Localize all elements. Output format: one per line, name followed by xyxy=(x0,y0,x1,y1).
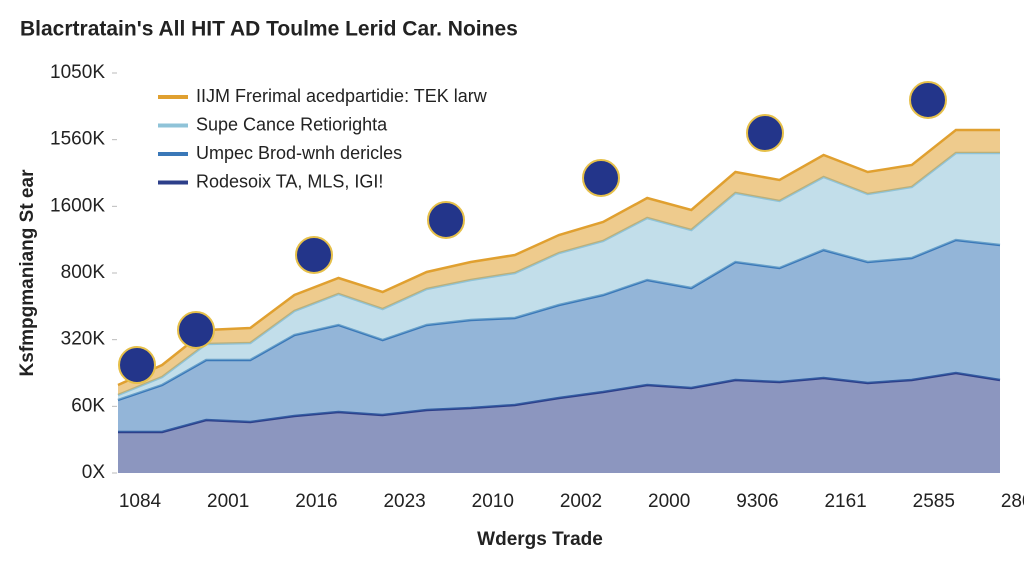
x-tick-label: 2010 xyxy=(472,491,514,512)
y-tick-label: 0X xyxy=(82,462,106,483)
y-tick-label: 1050K xyxy=(50,62,105,83)
area xyxy=(118,240,1000,432)
x-tick-label: 2806 xyxy=(1001,491,1024,512)
plot xyxy=(117,128,1001,473)
legend-label: Supe Cance Retiorighta xyxy=(196,114,388,134)
area xyxy=(118,373,1000,473)
y-tick-label: 320K xyxy=(61,329,106,350)
x-tick-label: 1084 xyxy=(119,491,162,512)
x-axis-label: Wdergs Trade xyxy=(477,529,603,550)
y-tick-label: 60K xyxy=(71,395,105,416)
area xyxy=(118,153,1000,400)
legend-label: Rodesoix TA, MLS, IGI! xyxy=(196,171,383,191)
y-axis-label: Ksfmpgmaniang St ear xyxy=(17,169,38,377)
x-tick-label: 2585 xyxy=(913,491,955,512)
area xyxy=(118,130,1000,395)
badges xyxy=(118,81,947,384)
legend-label: IIJM Frerimal acedpartidie: TEK larw xyxy=(196,86,488,106)
x-tick-label: 2023 xyxy=(383,491,425,512)
area-edge xyxy=(117,128,1000,387)
x-tick-label: 2161 xyxy=(824,491,866,512)
x-tick-label: 2002 xyxy=(560,491,602,512)
y-tick-label: 1600K xyxy=(50,195,105,216)
x-tick-label: 2000 xyxy=(648,491,690,512)
x-tick-label: 2016 xyxy=(295,491,337,512)
y-tick-label: 1560K xyxy=(50,129,105,150)
x-tick-label: 9306 xyxy=(736,491,778,512)
legend-label: Umpec Brod-wnh dericles xyxy=(196,143,402,163)
y-tick-label: 800K xyxy=(61,262,106,283)
x-tick-label: 2001 xyxy=(207,491,249,512)
chart-title: Blacrtratain's All HIT AD Toulme Lerid C… xyxy=(20,18,518,41)
